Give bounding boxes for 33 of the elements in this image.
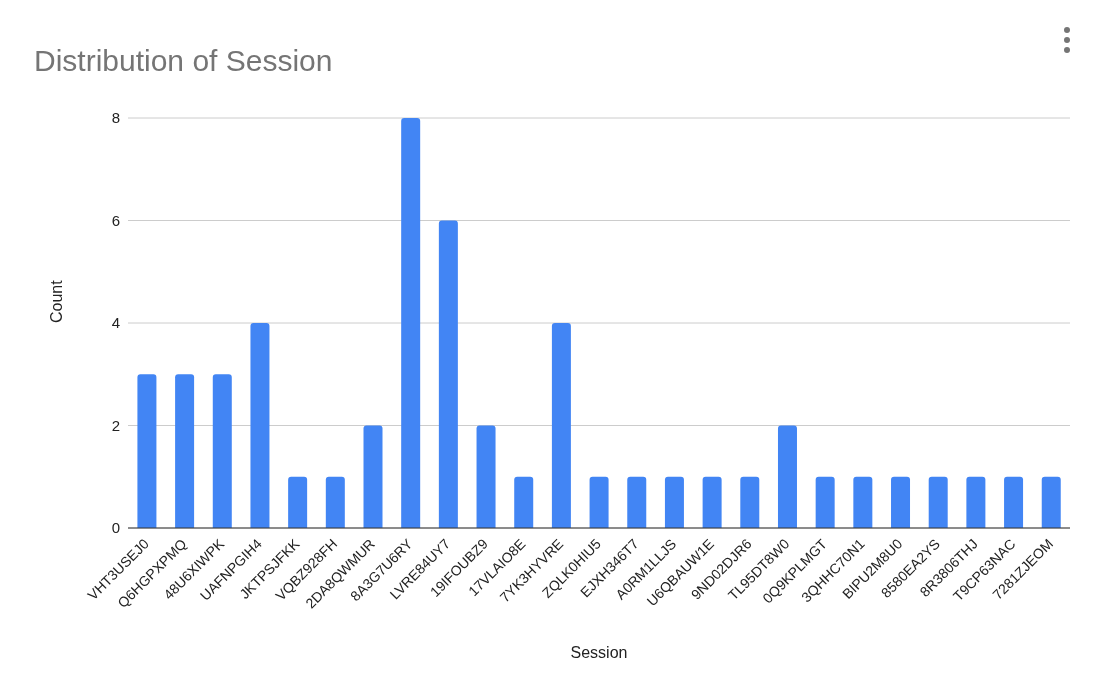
y-tick-label: 4 <box>111 314 120 332</box>
bar <box>137 374 157 528</box>
bar <box>702 476 722 528</box>
bar <box>853 476 873 528</box>
bar <box>1041 476 1061 528</box>
bar <box>777 425 797 528</box>
bar <box>664 476 684 528</box>
bar <box>589 476 609 528</box>
bar <box>740 476 760 528</box>
bar <box>250 323 270 528</box>
x-axis-title: Session <box>570 644 628 661</box>
bar <box>212 374 232 528</box>
bar <box>363 425 383 528</box>
bar <box>891 476 911 528</box>
bar <box>401 118 421 528</box>
bar <box>476 425 496 528</box>
bar <box>175 374 195 528</box>
bar <box>325 476 345 528</box>
bar <box>928 476 948 528</box>
y-tick-label: 0 <box>111 519 120 537</box>
chart-title: Distribution of Session <box>34 44 333 78</box>
y-axis-title: Count <box>47 279 65 323</box>
bar <box>551 323 571 528</box>
bar <box>627 476 647 528</box>
y-tick-label: 8 <box>111 109 120 127</box>
y-tick-label: 2 <box>111 416 120 434</box>
bar <box>1004 476 1024 528</box>
bar <box>815 476 835 528</box>
bar <box>966 476 986 528</box>
y-tick-label: 6 <box>111 211 120 229</box>
bar <box>438 220 458 528</box>
bar <box>288 476 308 528</box>
bar <box>514 476 534 528</box>
